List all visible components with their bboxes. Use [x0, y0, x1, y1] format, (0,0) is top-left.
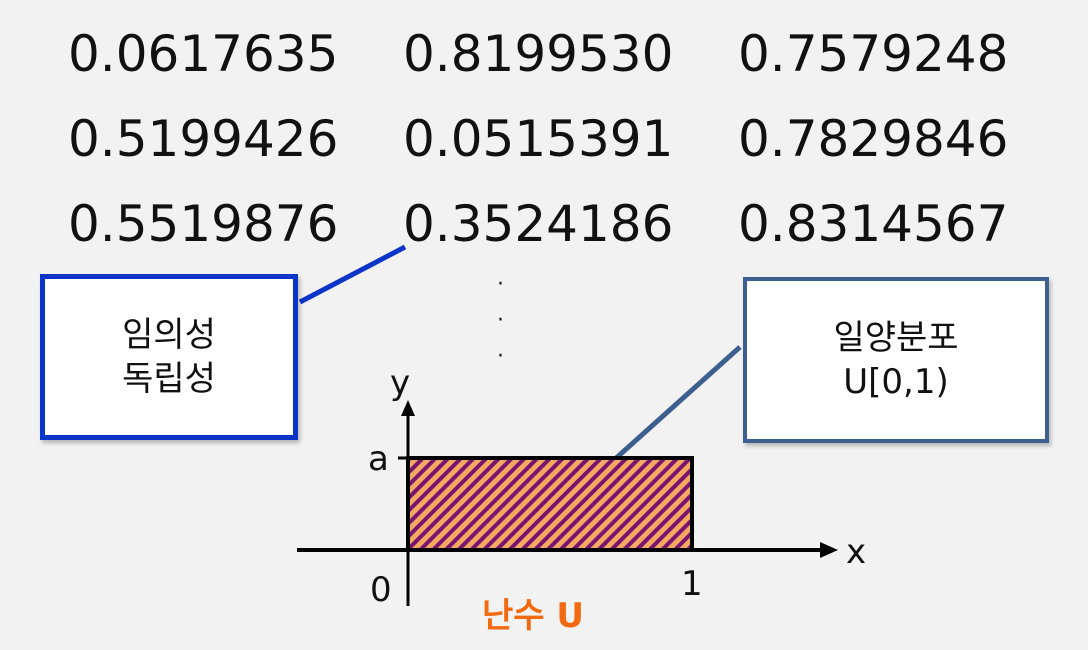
random-number-caption: 난수 U	[482, 596, 585, 636]
box-text: U[0,1)	[843, 362, 949, 402]
number-cell: 0.5519876	[68, 195, 339, 253]
box-text: 일양분포	[833, 317, 959, 358]
y-axis-arrow-icon	[401, 400, 415, 416]
number-cell: 0.5199426	[68, 110, 339, 168]
a-label: a	[368, 439, 389, 479]
number-cell: 0.8199530	[403, 25, 674, 83]
left-callout-line	[298, 244, 407, 305]
randomness-independence-box: 임의성 독립성	[40, 274, 298, 440]
origin-label: 0	[370, 570, 392, 610]
number-cell: 0.0617635	[68, 25, 339, 83]
one-label: 1	[681, 564, 703, 604]
x-axis-label: x	[846, 532, 867, 572]
uniform-distribution-area	[406, 456, 694, 552]
number-cell: 0.8314567	[738, 195, 1009, 253]
number-cell: 0.3524186	[403, 195, 674, 253]
number-cell: 0.0515391	[403, 110, 674, 168]
y-axis-label: y	[390, 363, 411, 403]
number-cell: 0.7579248	[738, 25, 1009, 83]
box-text: 임의성	[122, 314, 216, 355]
x-axis-arrow-icon	[820, 542, 838, 558]
ellipsis-dot: ·	[497, 344, 504, 369]
box-text: 독립성	[122, 359, 216, 399]
ellipsis-dot: ·	[497, 308, 504, 333]
uniform-distribution-box: 일양분포 U[0,1)	[743, 277, 1049, 443]
number-cell: 0.7829846	[738, 110, 1009, 168]
right-callout-line	[612, 345, 742, 462]
ellipsis-dot: ·	[497, 272, 504, 297]
